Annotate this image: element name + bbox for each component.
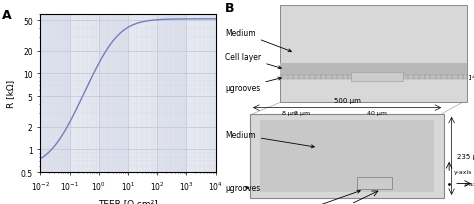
X-axis label: TEER [Ω cm²]: TEER [Ω cm²] [98,198,158,204]
Bar [280,75,466,80]
Bar [351,73,403,81]
Text: 40 μm: 40 μm [367,110,387,115]
Text: B: B [225,2,235,15]
Bar [280,64,466,76]
Text: μgrooves: μgrooves [225,78,281,93]
Bar [40,15,70,172]
Bar [157,15,186,172]
Bar [280,6,466,102]
Text: 2 μm: 2 μm [294,110,310,115]
Text: Medium: Medium [225,29,292,52]
Text: 235 μm: 235 μm [456,153,474,159]
Bar [99,15,128,172]
Y-axis label: R [kΩ]: R [kΩ] [6,80,15,108]
Bar [260,120,434,192]
Text: μgrooves: μgrooves [225,183,260,192]
Text: 500 μm: 500 μm [334,97,361,103]
Bar [357,177,392,190]
Text: Electrodes: Electrodes [279,190,360,204]
Text: y-axis: y-axis [454,169,473,174]
Text: A: A [2,9,11,22]
Text: Cell layer: Cell layer [225,53,281,69]
Text: Medium: Medium [225,131,314,148]
Text: 8 μm: 8 μm [282,110,298,115]
Text: 4 μm: 4 μm [472,75,474,80]
Bar [250,114,444,198]
Text: x-axis: x-axis [464,181,474,186]
